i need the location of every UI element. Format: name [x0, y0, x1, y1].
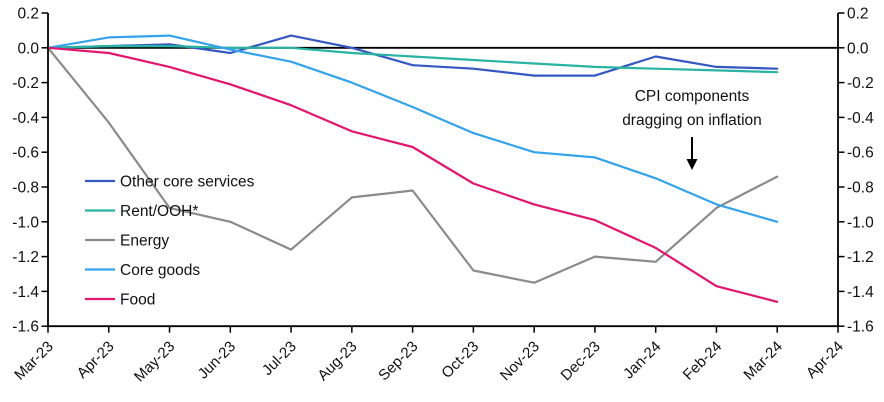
annotation-text-line: dragging on inflation [622, 112, 762, 129]
y-axis-label-right: -1.6 [847, 319, 874, 336]
legend-label: Food [120, 292, 155, 309]
annotation: CPI components dragging on inflation [622, 88, 762, 170]
y-axis-label-left: -1.0 [12, 214, 39, 231]
x-axis-label: Jan-24 [620, 338, 664, 382]
series-line-food [46, 46, 779, 303]
x-axis-label: May-23 [131, 338, 178, 385]
y-axis-label-right: -1.2 [847, 249, 874, 266]
x-axis-label: Feb-24 [680, 338, 726, 384]
annotation-arrow-head-icon [686, 159, 698, 170]
legend-item-core-goods: Core goods [85, 262, 200, 279]
y-axis-label-right: -1.0 [847, 214, 874, 231]
x-axis-label: Apr-23 [74, 338, 118, 382]
y-axis-label-right: 0.2 [847, 6, 869, 23]
y-axis-label-left: -0.8 [12, 180, 39, 197]
y-ticks [41, 12, 845, 327]
y-axis-label-left: -0.4 [12, 110, 39, 127]
x-axis-label: Jul-23 [259, 338, 300, 379]
legend: Other core services Rent/OOH* Energy Core g… [85, 174, 255, 309]
y-axis-label-left: -1.6 [12, 319, 39, 336]
y-axis-label-left: 0.2 [17, 6, 39, 23]
legend-label: Other core services [120, 174, 255, 191]
x-axis-label: Sep-23 [375, 338, 421, 384]
x-axis-label: Jun-23 [195, 338, 239, 382]
y-axis-label-left: -0.6 [12, 145, 39, 162]
y-axis-label-right: -0.2 [847, 75, 874, 92]
series-lines [46, 34, 779, 303]
y-axis-label-right: -0.6 [847, 145, 874, 162]
y-axis-label-right: 0.0 [847, 40, 869, 57]
x-axis-label: Apr-24 [803, 338, 847, 382]
legend-item-food: Food [85, 292, 155, 309]
y-axis-label-left: -0.2 [12, 75, 39, 92]
series-line-other-core-services [46, 34, 779, 77]
y-axis-label-right: -0.4 [847, 110, 874, 127]
y-axis-label-left: 0.0 [17, 40, 39, 57]
x-axis-label: Mar-24 [740, 338, 786, 384]
axes [47, 13, 839, 328]
y-tick-labels: 0.2 0.2 0.0 0.0 -0.2 -0.2 -0.4 -0.4 -0.6 -0.6 -0.8… [12, 6, 874, 336]
x-axis-label: Mar-23 [11, 338, 57, 384]
x-axis-label: Dec-23 [558, 338, 604, 384]
legend-item-energy: Energy [85, 233, 169, 250]
series-line-rent-ooh- [46, 44, 779, 74]
y-axis-label-left: -1.2 [12, 249, 39, 266]
y-axis-label-right: -0.8 [847, 180, 874, 197]
legend-label: Rent/OOH* [120, 203, 198, 220]
x-tick-labels: Mar-23 Apr-23 May-23 Jun-23 Jul-23 Aug-23 Sep-… [11, 338, 847, 385]
legend-item-rent-ooh-: Rent/OOH* [85, 203, 198, 220]
x-axis-label: Aug-23 [314, 338, 360, 384]
x-ticks [47, 326, 839, 333]
series-line-energy [46, 46, 779, 284]
series-line-core-goods [46, 34, 779, 223]
annotation-text-line: CPI components [635, 88, 750, 105]
x-axis-label: Oct-23 [438, 338, 482, 382]
y-axis-label-left: -1.4 [12, 284, 39, 301]
legend-item-other-core-services: Other core services [85, 174, 255, 191]
x-axis-label: Nov-23 [497, 338, 543, 384]
legend-label: Core goods [120, 262, 200, 279]
y-axis-label-right: -1.4 [847, 284, 874, 301]
legend-label: Energy [120, 233, 169, 250]
